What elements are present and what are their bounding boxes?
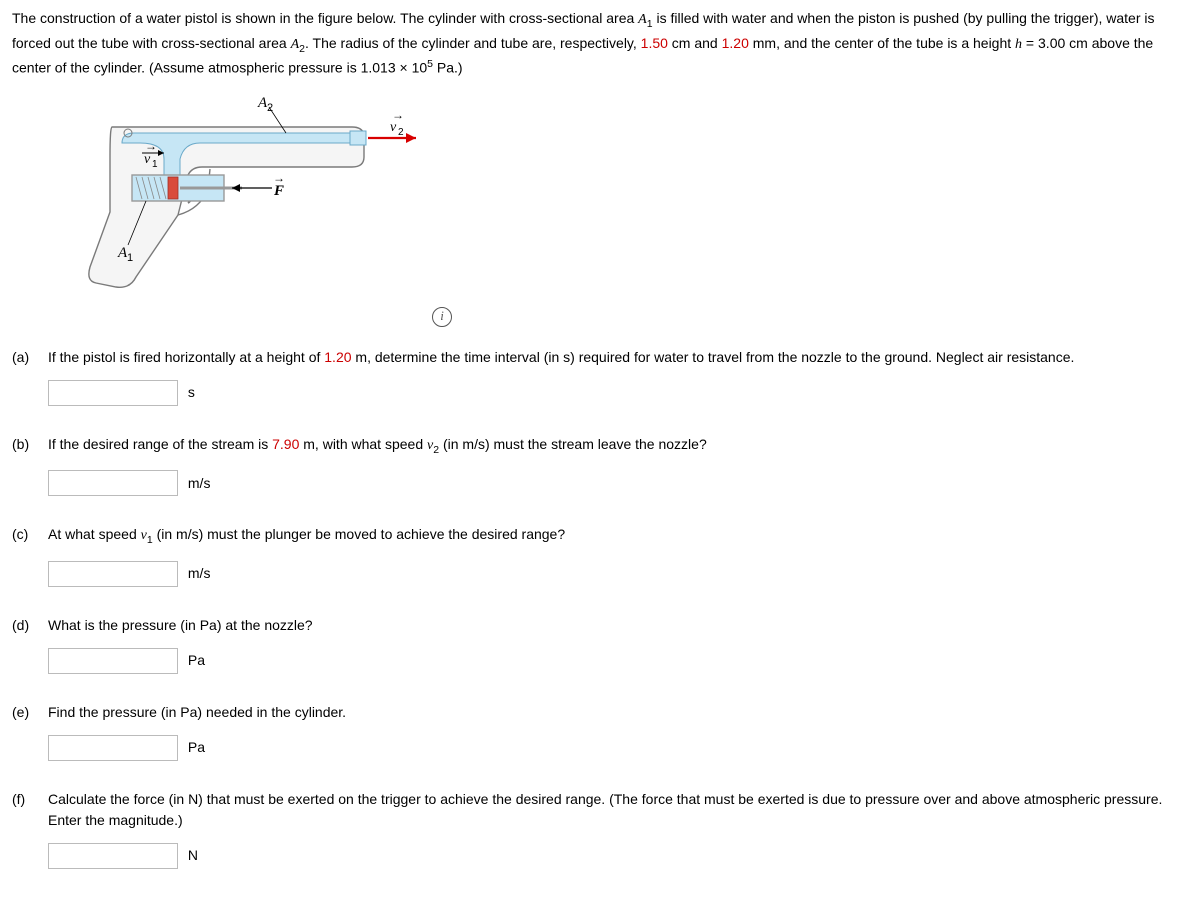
label-v2-sub: 2 bbox=[398, 127, 404, 138]
problem-statement: The construction of a water pistol is sh… bbox=[12, 8, 1188, 79]
val-h: 3.00 bbox=[1038, 35, 1065, 51]
unit-label: Pa bbox=[188, 739, 205, 755]
answer-input-c[interactable] bbox=[48, 561, 178, 587]
question-a: (a) If the pistol is fired horizontally … bbox=[12, 347, 1188, 406]
label-A1-sub: 1 bbox=[127, 252, 133, 264]
figure: A 2 A 1 → v 1 → v 2 → F i bbox=[72, 97, 472, 327]
label-v2: v bbox=[390, 120, 397, 135]
label-A2-sub: 2 bbox=[267, 102, 273, 114]
intro-text: The construction of a water pistol is sh… bbox=[12, 10, 638, 26]
info-icon[interactable]: i bbox=[432, 307, 452, 327]
question-text: Find the pressure (in Pa) needed in the … bbox=[48, 704, 346, 720]
label-v1: v bbox=[144, 152, 151, 167]
unit-label: m/s bbox=[188, 565, 211, 581]
val-r1: 1.50 bbox=[641, 35, 668, 51]
question-text: (in m/s) must the plunger be moved to ac… bbox=[153, 526, 565, 542]
question-text: If the pistol is fired horizontally at a… bbox=[48, 349, 324, 365]
question-text: At what speed bbox=[48, 526, 141, 542]
var-h: h bbox=[1015, 37, 1022, 52]
answer-input-a[interactable] bbox=[48, 380, 178, 406]
label-v1-sub: 1 bbox=[152, 159, 158, 170]
question-value: 7.90 bbox=[272, 436, 299, 452]
question-c: (c) At what speed v1 (in m/s) must the p… bbox=[12, 524, 1188, 587]
question-f: (f) Calculate the force (in N) that must… bbox=[12, 789, 1188, 869]
var-A2: A bbox=[291, 37, 300, 52]
question-label: (d) bbox=[12, 615, 34, 674]
question-text: m, determine the time interval (in s) re… bbox=[352, 349, 1075, 365]
unit-label: m/s bbox=[188, 475, 211, 491]
answer-input-e[interactable] bbox=[48, 735, 178, 761]
question-label: (a) bbox=[12, 347, 34, 406]
question-text: (in m/s) must the stream leave the nozzl… bbox=[439, 436, 707, 452]
question-d: (d) What is the pressure (in Pa) at the … bbox=[12, 615, 1188, 674]
question-label: (c) bbox=[12, 524, 34, 587]
answer-input-d[interactable] bbox=[48, 648, 178, 674]
question-text: m, with what speed bbox=[299, 436, 427, 452]
intro-text: cm and bbox=[668, 35, 722, 51]
question-b: (b) If the desired range of the stream i… bbox=[12, 434, 1188, 497]
question-text: What is the pressure (in Pa) at the nozz… bbox=[48, 617, 313, 633]
question-label: (b) bbox=[12, 434, 34, 497]
question-label: (f) bbox=[12, 789, 34, 869]
var-A1: A bbox=[638, 12, 647, 27]
question-label: (e) bbox=[12, 702, 34, 761]
intro-text: . The radius of the cylinder and tube ar… bbox=[305, 35, 641, 51]
label-v1-arrow: → bbox=[145, 139, 157, 153]
intro-text: Pa.) bbox=[433, 60, 463, 76]
unit-label: N bbox=[188, 847, 198, 863]
water-pistol-diagram: A 2 A 1 → v 1 → v 2 → F bbox=[72, 97, 432, 307]
intro-text: = bbox=[1022, 35, 1038, 51]
unit-label: s bbox=[188, 384, 195, 400]
answer-input-b[interactable] bbox=[48, 470, 178, 496]
val-r2: 1.20 bbox=[722, 35, 749, 51]
unit-label: Pa bbox=[188, 652, 205, 668]
question-text: If the desired range of the stream is bbox=[48, 436, 272, 452]
question-value: 1.20 bbox=[324, 349, 351, 365]
question-text: Calculate the force (in N) that must be … bbox=[48, 791, 1162, 828]
label-F: F bbox=[273, 183, 284, 199]
question-e: (e) Find the pressure (in Pa) needed in … bbox=[12, 702, 1188, 761]
intro-text: mm, and the center of the tube is a heig… bbox=[749, 35, 1015, 51]
